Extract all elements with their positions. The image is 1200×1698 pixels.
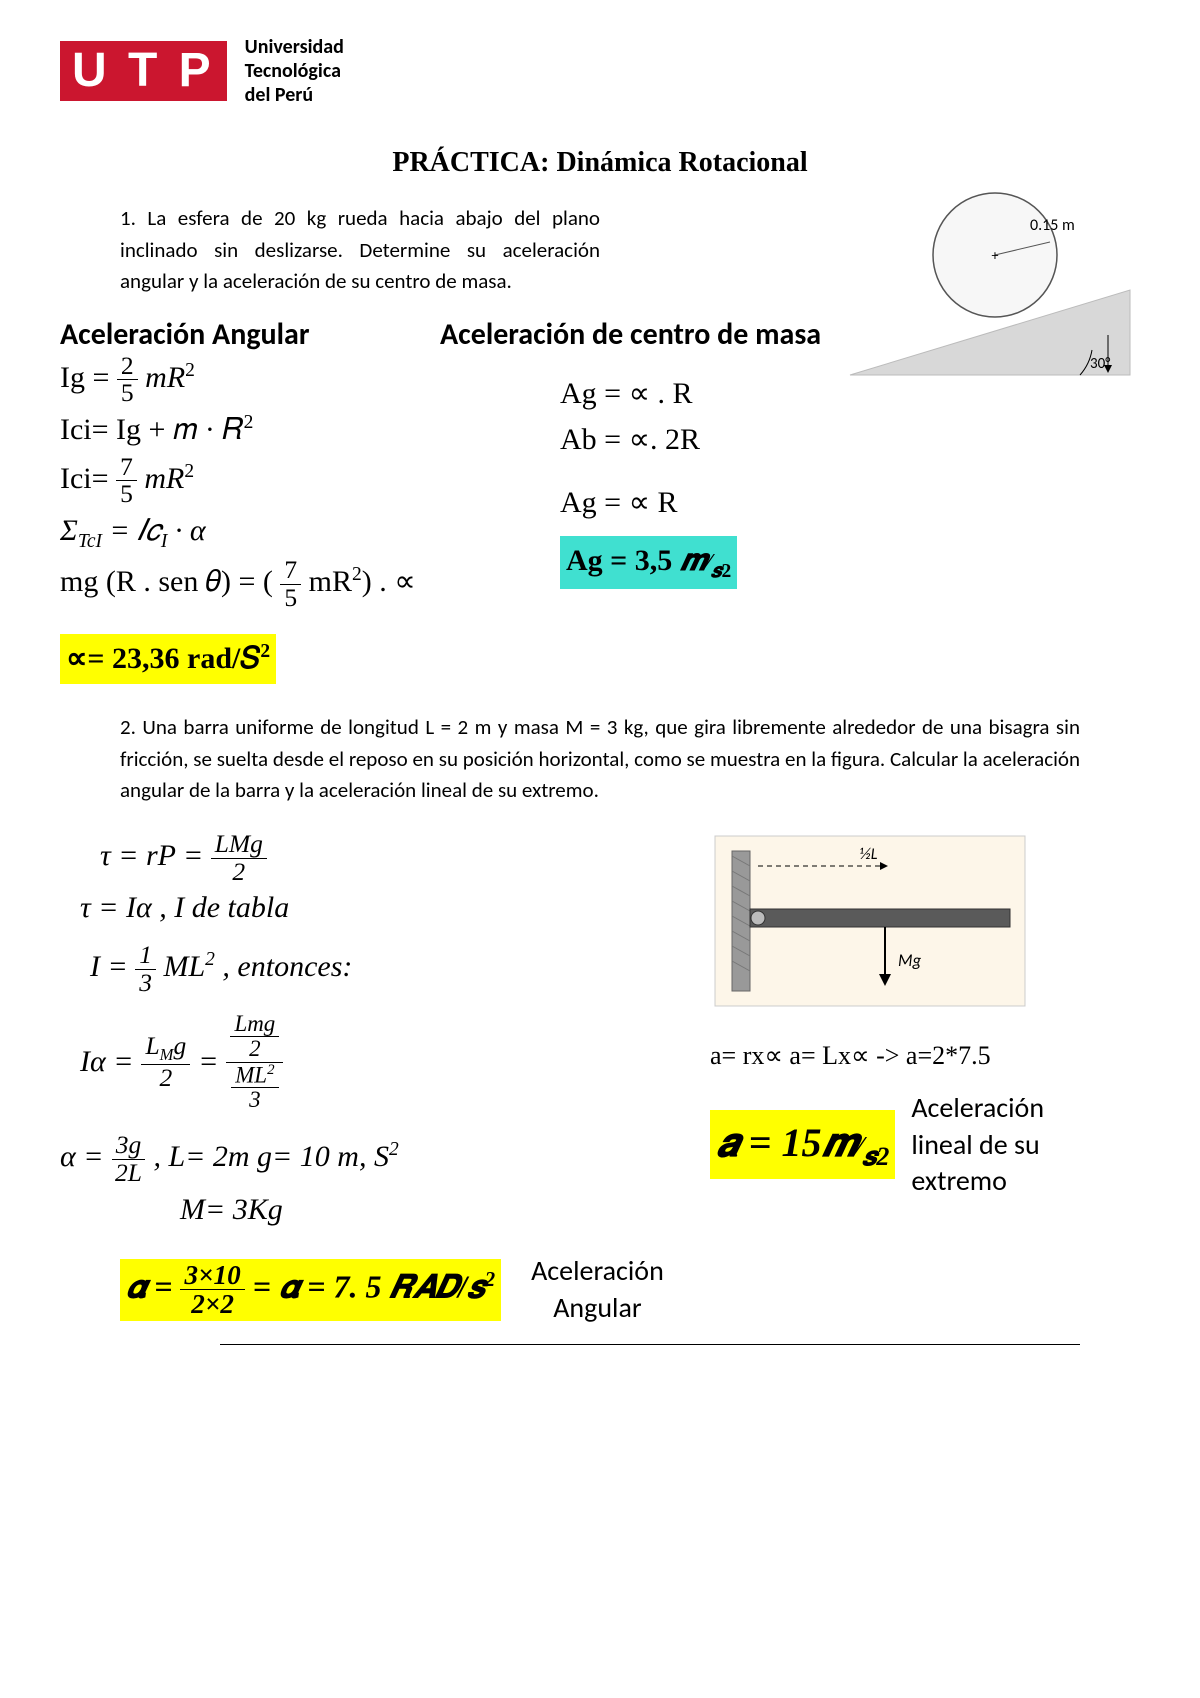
logo-line1: Universidad	[245, 35, 344, 59]
mg-label: Mg	[898, 950, 922, 971]
angular-accel-col: Aceleración Angular Ig = 25 mR2 Ici= Ig …	[60, 316, 540, 685]
equations-row-2: τ = rP = LMg2 τ = Iα , I de tabla I = 13…	[60, 831, 1140, 1234]
eq-alpha-3g2l: α = 3g2L , L= 2m g= 10 m, S2	[60, 1132, 680, 1187]
half-l-label: ½L	[860, 845, 878, 864]
svg-text:+: +	[992, 247, 999, 264]
eq-m-3kg: M= 3Kg	[180, 1187, 680, 1234]
problem2-text: 2. Una barra uniforme de longitud L = 2 …	[120, 712, 1080, 807]
problem1-text: 1. La esfera de 20 kg rueda hacia abajo …	[120, 203, 600, 298]
eq-ag2: Ag = ∝ R	[560, 480, 1140, 527]
eq-ab: Ab = ∝. 2R	[560, 417, 1140, 464]
eq-sum-torque: ΣTcI = 𝐼𝑐I · α	[60, 508, 540, 557]
final-alpha-row: 𝜶 = 3×102×2 = 𝜶 = 7. 5 𝑹𝑨𝑫/𝒔2 Aceleració…	[120, 1253, 1140, 1326]
result-a-15: 𝒂 = 15𝒎⁄𝒔2	[710, 1110, 895, 1179]
rod-hinge-diagram: ½L Mg	[710, 831, 1030, 1011]
label-linear-accel: Aceleración lineal de su extremo	[911, 1090, 1044, 1199]
radius-label: 0.15 m	[1030, 216, 1075, 235]
logo: U T P	[60, 41, 227, 101]
eq-tau-rp: τ = rP = LMg2	[100, 831, 680, 886]
page-title: PRÁCTICA: Dinámica Rotacional	[60, 147, 1140, 179]
bottom-divider	[220, 1344, 1080, 1345]
eq-tau-ia: τ = Iα , I de tabla	[80, 885, 680, 932]
eq-i-ml2: I = 13 ML2 , entonces:	[90, 942, 680, 997]
eq-ici2: Ici= 75 mR2	[60, 454, 540, 509]
eq-ici1: Ici= Ig + 𝑚 · 𝑅2	[60, 407, 540, 454]
logo-line2: Tecnológica	[245, 59, 344, 83]
logo-letters: U T P	[60, 41, 227, 101]
result-alpha-1: ∝= 23,36 rad/𝑆2	[60, 634, 276, 685]
eq-ig: Ig = 25 mR2	[60, 353, 540, 408]
logo-text: Universidad Tecnológica del Perú	[245, 35, 344, 107]
eq-mg-sin: mg (R . sen 𝜃) = ( 75 mR2) . ∝	[60, 557, 540, 612]
result-ag: Ag = 3,5 𝒎⁄𝒔2	[560, 536, 737, 589]
sphere-incline-diagram: + 0.15 m 30°	[840, 190, 1140, 390]
header: U T P Universidad Tecnológica del Perú	[60, 35, 1140, 107]
result-alpha-2: 𝜶 = 3×102×2 = 𝜶 = 7. 5 𝑹𝑨𝑫/𝒔2	[120, 1259, 501, 1321]
eq-ia-fraction: Iα = LMg 2 = Lmg2 ML23	[80, 1012, 680, 1112]
p2-right-col: ½L Mg a= rx∝ a= Lx∝ -> a=2*7.5 𝒂 = 15𝒎⁄𝒔…	[710, 831, 1140, 1199]
label-angular-accel: Aceleración Angular	[531, 1253, 664, 1326]
eq-a-rx: a= rx∝ a= Lx∝ -> a=2*7.5	[710, 1036, 1140, 1076]
angle-label: 30°	[1090, 355, 1110, 373]
logo-line3: del Perú	[245, 83, 344, 107]
p2-left-col: τ = rP = LMg2 τ = Iα , I de tabla I = 13…	[60, 831, 680, 1234]
